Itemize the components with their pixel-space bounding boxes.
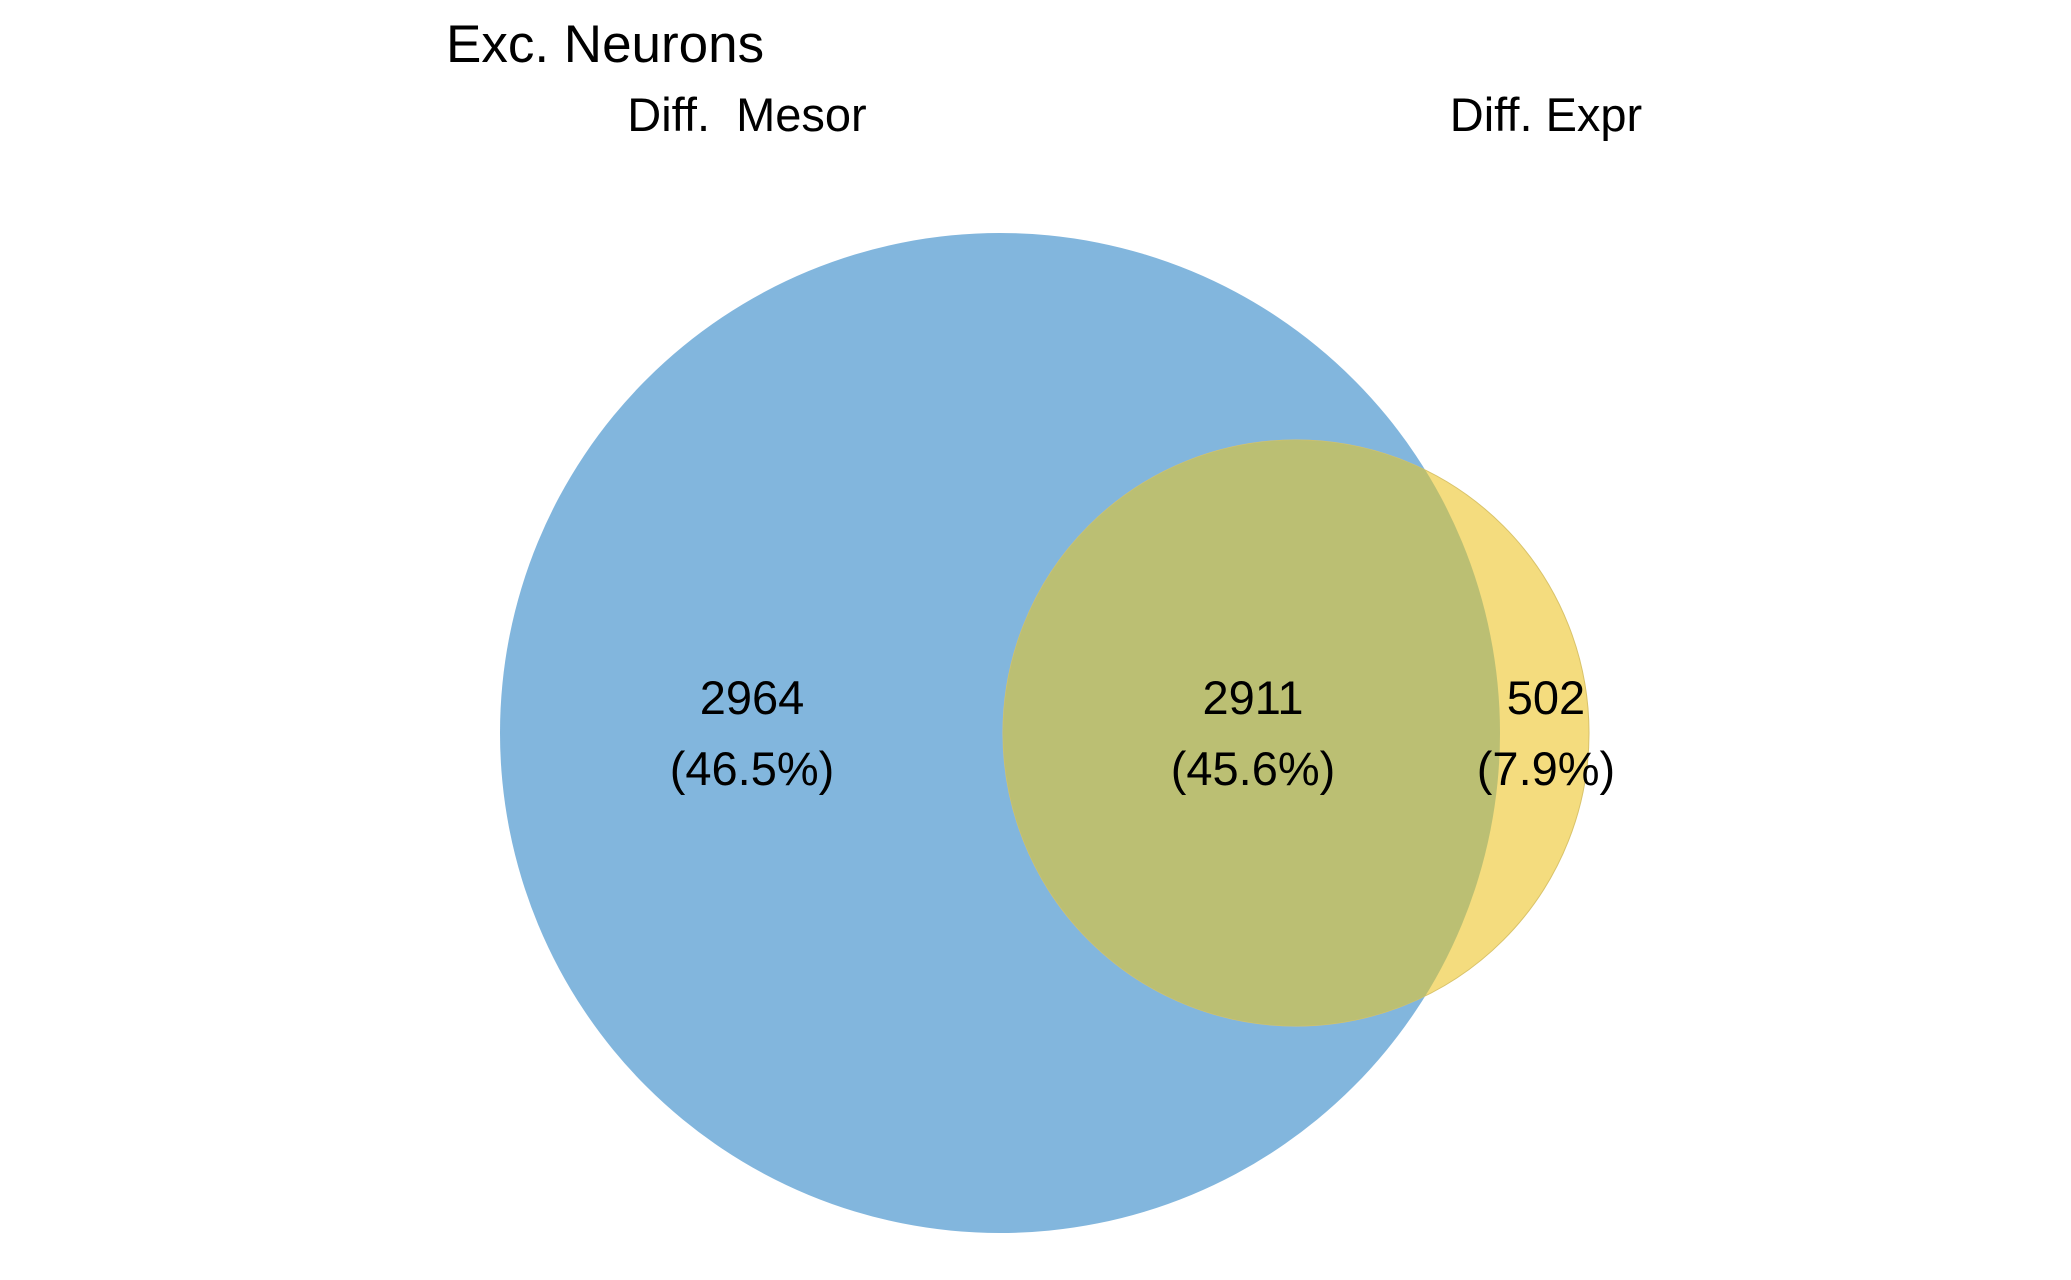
set-label-expr: Diff. Expr — [1450, 88, 1642, 141]
chart-title: Exc. Neurons — [446, 15, 764, 74]
region-percent-mesor-only: (46.5%) — [670, 742, 835, 795]
region-count-expr-only: 502 — [1507, 671, 1585, 724]
region-percent-both: (45.6%) — [1171, 742, 1336, 795]
region-percent-expr-only: (7.9%) — [1477, 742, 1615, 795]
region-count-mesor-only: 2964 — [700, 671, 805, 724]
region-count-both: 2911 — [1202, 671, 1303, 724]
overlap-region — [1003, 440, 1500, 1026]
set-label-mesor: Diff. Mesor — [627, 88, 866, 141]
